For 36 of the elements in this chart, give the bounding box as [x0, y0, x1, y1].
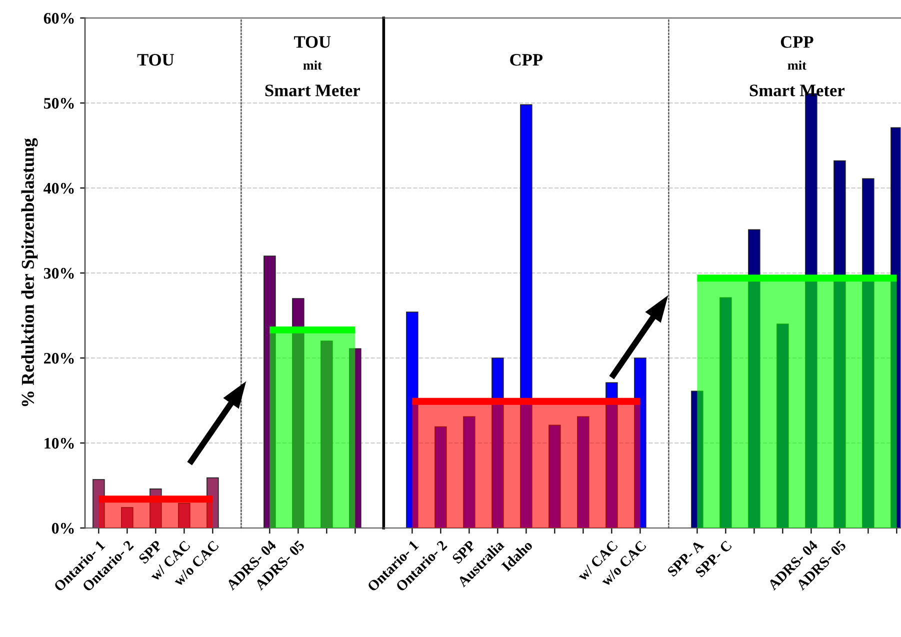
bar — [434, 426, 447, 528]
y-tick-label: 10% — [44, 438, 74, 449]
bar — [520, 104, 532, 528]
bar — [92, 479, 105, 528]
bar — [691, 390, 704, 528]
y-tick-label: 60% — [44, 12, 74, 24]
bar — [320, 340, 333, 528]
bar — [349, 348, 362, 528]
y-tick-label: 20% — [44, 352, 74, 364]
y-axis-title: % Reduktion der Spitzenbelastung — [21, 138, 38, 406]
bar — [862, 178, 874, 528]
bar — [463, 416, 476, 528]
annotation: CPP — [510, 54, 543, 66]
bar — [606, 382, 618, 528]
y-tick-label: 50% — [44, 98, 74, 109]
bar — [548, 424, 561, 528]
bar — [292, 298, 304, 528]
bar — [206, 477, 219, 528]
bar — [776, 324, 789, 528]
bar — [720, 297, 732, 528]
bar — [264, 256, 276, 528]
annotation: TOU mit Smart Meter — [265, 36, 360, 96]
bar — [577, 416, 590, 528]
bar — [834, 160, 846, 528]
y-tick-label: 40% — [44, 182, 74, 194]
bar — [406, 312, 418, 528]
bar — [748, 229, 760, 528]
x-tick-label: SPP — [138, 540, 163, 564]
bar — [634, 358, 646, 528]
annotation: TOU — [137, 54, 174, 66]
annotation: CPP mit Smart Meter — [750, 36, 845, 96]
y-tick-label: 0% — [52, 522, 74, 534]
bar — [121, 507, 134, 528]
y-tick-label: 30% — [44, 268, 74, 279]
bar — [492, 358, 504, 528]
bar — [178, 502, 190, 528]
